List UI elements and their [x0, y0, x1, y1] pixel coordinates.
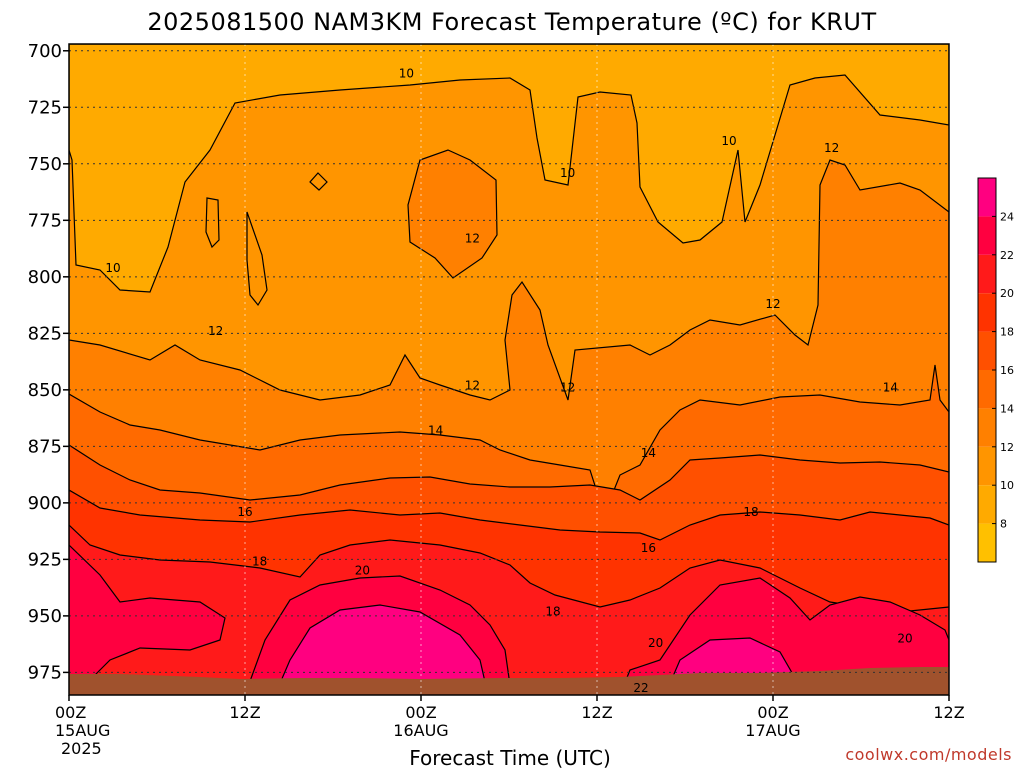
- contour-label: 16: [237, 505, 252, 519]
- contour-label: 14: [641, 446, 656, 460]
- colorbar-segment: [978, 254, 996, 294]
- colorbar-segment: [978, 178, 996, 217]
- x-tick-label: 12Z: [229, 703, 260, 722]
- contour-label: 12: [765, 297, 780, 311]
- colorbar-label: 14: [1000, 402, 1014, 415]
- colorbar-label: 22: [1000, 249, 1014, 262]
- colorbar-label: 10: [1000, 479, 1014, 492]
- colorbar-segment: [978, 216, 996, 255]
- contour-label: 12: [465, 231, 480, 245]
- colorbar-segment: [978, 446, 996, 486]
- plot-area: [69, 44, 949, 695]
- contour-label: 12: [208, 324, 223, 338]
- x-tick-date: 17AUG: [745, 721, 800, 740]
- chart-title: 2025081500 NAM3KM Forecast Temperature (…: [147, 8, 876, 36]
- colorbar-label: 12: [1000, 441, 1014, 454]
- colorbar-segment: [978, 370, 996, 409]
- y-tick-label: 975: [28, 662, 62, 683]
- x-axis-label: Forecast Time (UTC): [409, 746, 611, 768]
- contour-label: 14: [428, 424, 443, 438]
- colorbar-segment: [978, 331, 996, 370]
- y-tick-label: 700: [28, 41, 62, 62]
- colorbar-segment: [978, 523, 996, 562]
- band-8-10: [69, 44, 949, 293]
- band-island-c: [246, 211, 268, 307]
- plot-frame: [68, 43, 950, 696]
- contour-label: 16: [641, 541, 656, 555]
- y-tick-label: 950: [28, 606, 62, 627]
- band-island-a: [407, 149, 498, 279]
- colorbar-segment: [978, 408, 996, 447]
- y-axis: 700 725 750 775 800 825 850 875 900 925 950 975: [28, 41, 69, 683]
- x-tick-label: 00Z: [757, 703, 788, 722]
- y-tick-label: 875: [28, 436, 62, 457]
- colorbar-segment: [978, 485, 996, 524]
- x-tick-label: 12Z: [933, 703, 964, 722]
- band-island-d: [309, 172, 328, 191]
- contour-label: 18: [545, 604, 560, 618]
- x-tick-label: 12Z: [581, 703, 612, 722]
- y-tick-label: 725: [28, 97, 62, 118]
- contour-label: 18: [743, 505, 758, 519]
- contour-labels: 10 10 10 10 12 12 12 12 12 12 14 14 14 16 16 18 18 18 20 20…: [105, 66, 912, 695]
- contour-label: 20: [355, 564, 370, 578]
- contour-label: 22: [633, 681, 648, 695]
- y-tick-label: 825: [28, 323, 62, 344]
- contour-label: 10: [560, 166, 575, 180]
- grid: [69, 44, 949, 695]
- contour-label: 18: [252, 555, 267, 569]
- x-tick-year: 2025: [61, 739, 102, 758]
- x-tick-date: 16AUG: [393, 721, 448, 740]
- x-tick-label: 00Z: [55, 703, 86, 722]
- contour-label: 10: [399, 66, 414, 80]
- contour-label: 20: [897, 631, 912, 645]
- x-tick-date: 15AUG: [55, 721, 110, 740]
- y-tick-label: 900: [28, 493, 62, 514]
- terrain-surface: [69, 667, 949, 695]
- band-island-b: [205, 197, 220, 249]
- credit-text: coolwx.com/models: [845, 745, 1012, 764]
- colorbar-label: 18: [1000, 326, 1014, 339]
- colorbar: 8 10 12 14 16 18 20 22 24: [977, 177, 1014, 563]
- contour-label: 14: [883, 381, 898, 395]
- colorbar-segment: [978, 293, 996, 332]
- colorbar-label: 24: [1000, 210, 1014, 223]
- contour-label: 12: [560, 381, 575, 395]
- y-tick-label: 925: [28, 549, 62, 570]
- y-tick-label: 800: [28, 267, 62, 288]
- contour-label: 10: [721, 134, 736, 148]
- contour-label: 10: [105, 261, 120, 275]
- colorbar-label: 16: [1000, 364, 1014, 377]
- colorbar-label: 20: [1000, 287, 1014, 300]
- x-tick-label: 00Z: [405, 703, 436, 722]
- contour-label: 20: [648, 636, 663, 650]
- y-tick-label: 750: [28, 154, 62, 175]
- colorbar-label: 8: [1000, 518, 1007, 531]
- y-tick-label: 775: [28, 210, 62, 231]
- contour-label: 12: [465, 378, 480, 392]
- contour-label: 12: [824, 141, 839, 155]
- y-tick-label: 850: [28, 380, 62, 401]
